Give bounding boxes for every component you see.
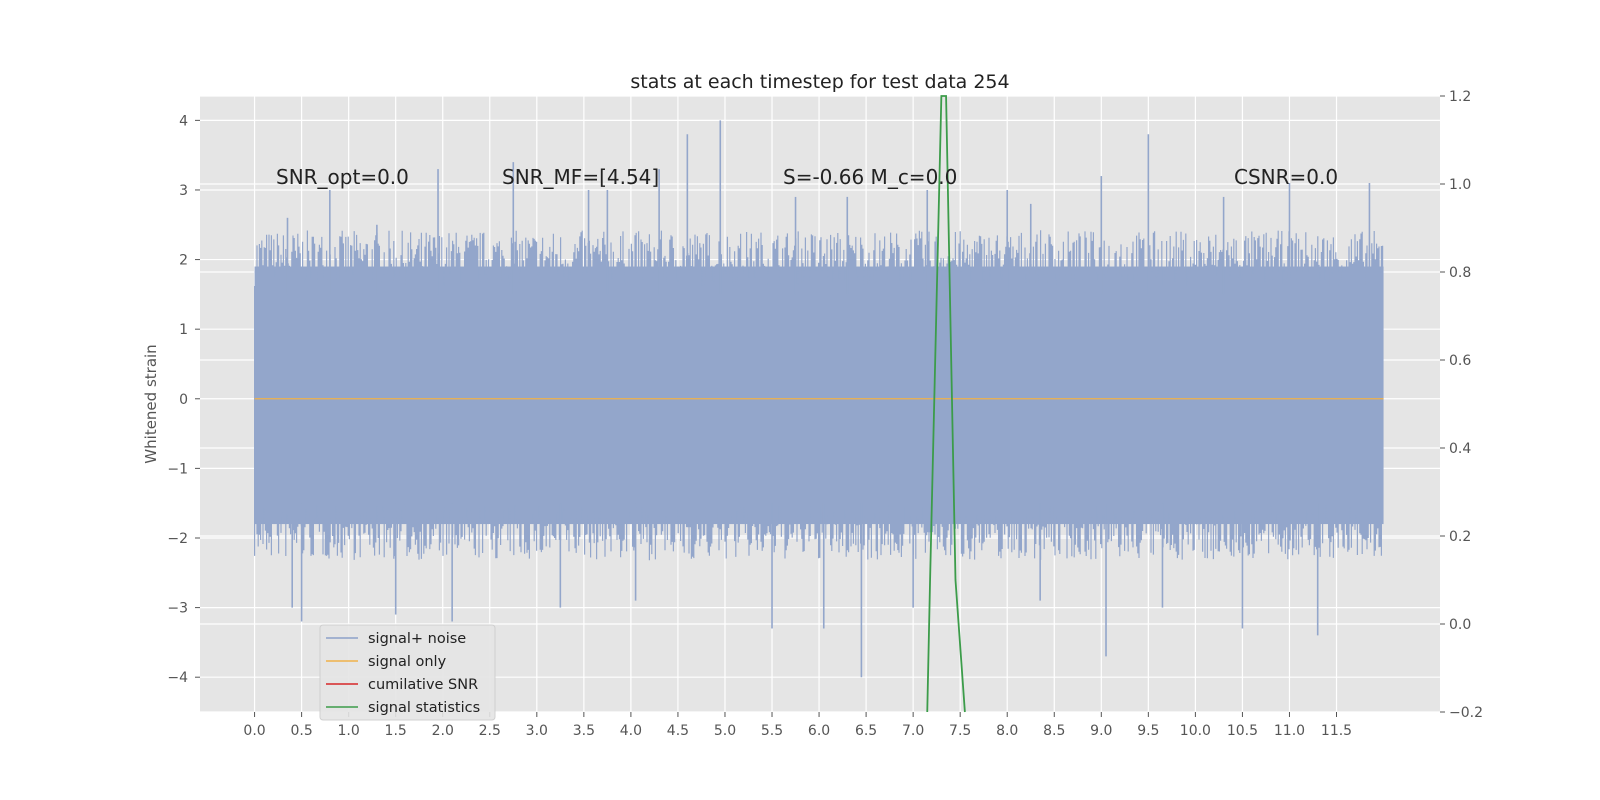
y-tick-label: 4	[179, 113, 188, 129]
y2-tick-label: 0.8	[1449, 265, 1471, 281]
right-axis-ticks: 1.2 1.0 0.8 0.6 0.4 0.2 0.0 −0.2	[1440, 89, 1483, 721]
x-tick-label: 9.0	[1090, 723, 1112, 739]
legend-label-cumilative-snr: cumilative SNR	[368, 677, 478, 693]
x-tick-label: 8.0	[996, 723, 1018, 739]
y2-tick-label: 1.0	[1449, 177, 1471, 193]
y-tick-label: −2	[167, 531, 188, 547]
signal-statistics-line	[926, 95, 966, 713]
x-tick-label: 4.5	[667, 723, 689, 739]
annotation-csnr: CSNR=0.0	[1234, 165, 1338, 189]
y-tick-label: 0	[179, 392, 188, 408]
x-tick-label: 0.0	[243, 723, 265, 739]
y2-tick-label: −0.2	[1449, 705, 1483, 721]
x-tick-label: 6.0	[808, 723, 830, 739]
chart-title: stats at each timestep for test data 254	[630, 71, 1009, 93]
x-tick-label: 11.0	[1274, 723, 1305, 739]
annotations: SNR_opt=0.0 SNR_MF=[4.54] S=-0.66 M_c=0.…	[276, 165, 1338, 189]
legend-label-signal-statistics: signal statistics	[368, 700, 480, 716]
legend-label-signal-noise: signal+ noise	[368, 631, 466, 647]
x-tick-label: 3.0	[526, 723, 548, 739]
y-tick-label: −1	[167, 461, 188, 477]
x-tick-label: 0.5	[290, 723, 312, 739]
noise-trace	[254, 230, 1384, 561]
x-tick-label: 11.5	[1321, 723, 1352, 739]
y-tick-label: −4	[167, 670, 188, 686]
y-axis-label: Whitened strain	[142, 344, 160, 463]
annotation-s-mc: S=-0.66 M_c=0.0	[783, 165, 957, 189]
x-tick-label: 2.0	[432, 723, 454, 739]
x-tick-label: 3.5	[573, 723, 595, 739]
x-tick-label: 1.0	[338, 723, 360, 739]
y2-tick-label: 0.4	[1449, 441, 1471, 457]
y-tick-label: −3	[167, 601, 188, 617]
legend-box	[319, 624, 496, 721]
annotation-snr-mf: SNR_MF=[4.54]	[502, 165, 659, 189]
x-tick-label: 10.5	[1227, 723, 1258, 739]
x-tick-label: 7.5	[949, 723, 971, 739]
line-series	[254, 95, 1384, 713]
legend: signal+ noise signal only cumilative SNR…	[319, 624, 496, 721]
y-tick-label: 2	[179, 253, 188, 269]
y2-tick-label: 0.6	[1449, 353, 1471, 369]
x-tick-label: 7.0	[902, 723, 924, 739]
y-axis-ticks: 4 3 2 1 0 −1 −2 −3 −4	[167, 113, 200, 686]
y2-tick-label: 1.2	[1449, 89, 1471, 105]
x-tick-label: 8.5	[1043, 723, 1065, 739]
x-tick-label: 5.0	[714, 723, 736, 739]
x-tick-label: 1.5	[385, 723, 407, 739]
x-tick-label: 9.5	[1137, 723, 1159, 739]
y-tick-label: 1	[179, 322, 188, 338]
y-tick-label: 3	[179, 183, 188, 199]
x-tick-label: 5.5	[761, 723, 783, 739]
annotation-snr-opt: SNR_opt=0.0	[276, 165, 409, 189]
signal-plus-noise-series	[254, 120, 1384, 678]
x-axis-ticks: 0.0 0.5 1.0 1.5 2.0 2.5 3.0 3.5 4.0 4.5 5.0 5.5 6.0 6…	[243, 712, 1352, 739]
x-tick-label: 4.0	[620, 723, 642, 739]
x-tick-label: 6.5	[855, 723, 877, 739]
y2-tick-label: 0.0	[1449, 617, 1471, 633]
y2-tick-label: 0.2	[1449, 529, 1471, 545]
x-tick-label: 2.5	[479, 723, 501, 739]
legend-label-signal-only: signal only	[368, 654, 447, 670]
x-tick-label: 10.0	[1180, 723, 1211, 739]
